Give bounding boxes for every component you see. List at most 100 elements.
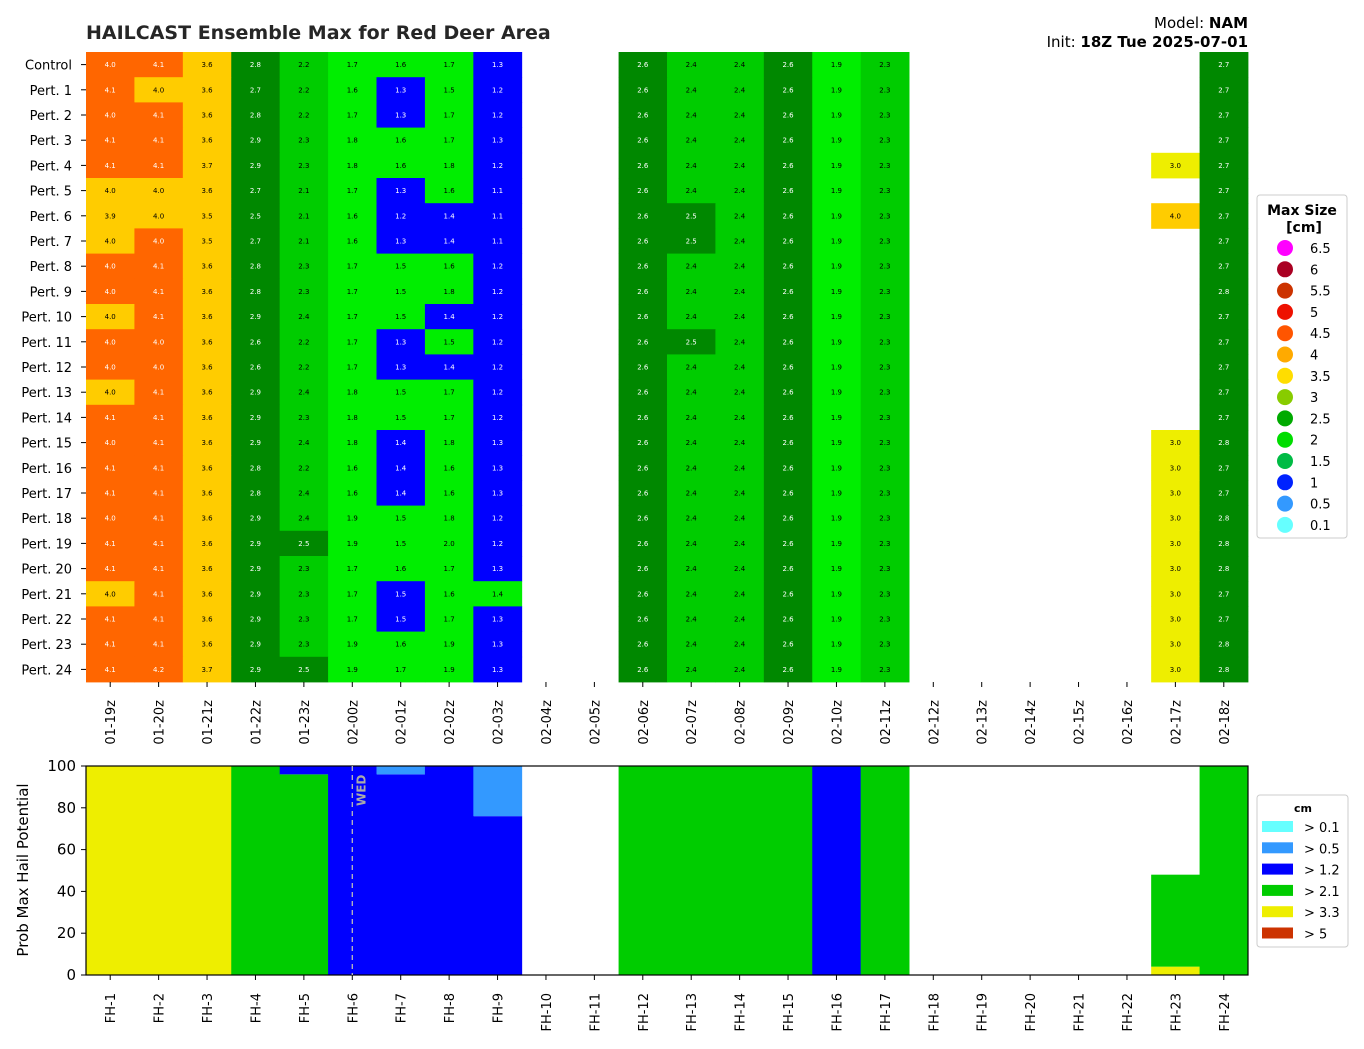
heatmap-cell-value: 3.6: [201, 439, 213, 447]
heatmap-cell: [618, 228, 668, 254]
heatmap-cell: [231, 505, 281, 532]
heatmap-cell: [1199, 455, 1249, 481]
heatmap-cell: [812, 102, 862, 128]
heatmap-cell-value: 1.7: [347, 61, 358, 69]
heatmap-cell: [1199, 102, 1249, 128]
heatmap-cell-value: 2.8: [250, 263, 261, 271]
heatmap-cell: [328, 581, 377, 607]
heatmap-cell: [376, 228, 426, 254]
heatmap-cell: [1199, 379, 1249, 406]
heatmap-cell: [667, 278, 716, 305]
heatmap-cell-value: 1.6: [347, 86, 359, 94]
heatmap-cell: [618, 581, 668, 607]
heatmap-cell-value: 2.4: [686, 641, 698, 649]
heatmap-cell-value: 4.0: [105, 515, 116, 523]
heatmap-cell-value: 4.0: [153, 364, 164, 372]
heatmap-cell: [812, 278, 862, 305]
heatmap-cell-value: 4.1: [153, 464, 164, 472]
heatmap-cell-value: 2.3: [298, 288, 309, 296]
heatmap-cell-value: 2.6: [637, 364, 649, 372]
heatmap-cell-value: 2.3: [879, 238, 890, 246]
heatmap-cell-value: 2.3: [298, 641, 309, 649]
heatmap-cell-value: 1.9: [831, 137, 842, 145]
heatmap-cell-value: 2.7: [250, 86, 261, 94]
heatmap-cell-value: 2.4: [686, 565, 698, 573]
heatmap-cell-value: 1.5: [395, 616, 406, 624]
heatmap-cell-value: 1.7: [444, 565, 455, 573]
row-label: Pert. 17: [21, 487, 72, 502]
heatmap-cell-value: 2.9: [250, 540, 261, 548]
heatmap-cell-value: 2.9: [250, 515, 261, 523]
heatmap-cell-value: 1.4: [395, 490, 407, 498]
heatmap-cell-value: 2.4: [686, 364, 698, 372]
heatmap-cell-value: 2.3: [879, 565, 890, 573]
heatmap-cell-value: 2.6: [637, 540, 649, 548]
heatmap-cell-value: 3.6: [201, 515, 213, 523]
heatmap-cell: [763, 430, 813, 456]
heatmap-cell-value: 1.5: [395, 414, 406, 422]
heatmap-cell: [86, 253, 135, 280]
bar-segment: [279, 766, 329, 775]
heatmap-cell: [618, 52, 668, 78]
heatmap-cell: [86, 102, 135, 128]
heatmap-cell: [376, 329, 426, 355]
heatmap-cell: [667, 304, 716, 330]
bar-segment: [279, 774, 329, 975]
heatmap-cell: [473, 480, 523, 506]
heatmap-cell: [860, 455, 910, 481]
heatmap-cell: [231, 278, 281, 305]
heatmap-cell-value: 4.1: [153, 313, 164, 321]
heatmap-cell: [424, 77, 474, 103]
probability-panel: WED 0 20 40 60 80 100 Prob Max Hail Potential FH…: [14, 757, 1249, 1032]
row-label: Pert. 1: [30, 84, 72, 99]
heatmap-cell-value: 3.0: [1170, 641, 1181, 649]
heatmap-cell: [134, 656, 184, 683]
legend-label: 5.5: [1310, 285, 1331, 300]
row-label: Pert. 7: [30, 235, 72, 250]
heatmap-cell: [667, 581, 716, 607]
heatmap-cell: [667, 430, 716, 456]
legend-label: > 3.3: [1304, 906, 1340, 921]
heatmap-cell-value: 2.6: [782, 439, 794, 447]
heatmap-cell-value: 4.1: [105, 565, 116, 573]
heatmap-cell-value: 4.0: [105, 238, 116, 246]
heatmap-cell-value: 1.3: [492, 616, 503, 624]
model-label: Model:: [1154, 14, 1209, 32]
heatmap-cell-value: 2.9: [250, 616, 261, 624]
heatmap-cell-value: 2.2: [298, 364, 309, 372]
heatmap-cell-value: 1.7: [395, 666, 406, 674]
heatmap-cell: [812, 203, 862, 229]
heatmap-cell: [182, 52, 232, 78]
heatmap-cell-value: 2.4: [686, 137, 698, 145]
legend-swatch: [1262, 884, 1293, 896]
heatmap-cell-value: 2.4: [734, 565, 746, 573]
heatmap-cell-value: 4.1: [153, 490, 164, 498]
heatmap-cell-value: 2.5: [298, 666, 309, 674]
heatmap-cell-value: 1.8: [347, 162, 358, 170]
heatmap-cell-value: 4.1: [105, 86, 116, 94]
bar-segment: [376, 774, 426, 975]
legend-swatch: [1262, 927, 1293, 939]
heatmap-cell-value: 3.0: [1170, 540, 1181, 548]
heatmap-cell-value: 4.0: [1170, 212, 1181, 220]
column-label: 02-08z: [734, 700, 749, 745]
heatmap-cell-value: 2.7: [1218, 61, 1229, 69]
heatmap-cell: [1199, 278, 1249, 305]
heatmap-cell-value: 3.6: [201, 389, 213, 397]
heatmap-cell-value: 1.6: [444, 590, 456, 598]
heatmap-cell-value: 2.5: [686, 238, 697, 246]
heatmap-cell: [328, 480, 377, 506]
heatmap-cell-value: 2.9: [250, 414, 261, 422]
heatmap-cell-value: 2.4: [686, 616, 698, 624]
heatmap-cell: [1199, 304, 1249, 330]
heatmap-cell-value: 1.6: [347, 490, 359, 498]
bar-segment: [812, 766, 862, 975]
heatmap-cell: [279, 329, 329, 355]
heatmap-cell: [860, 480, 910, 506]
heatmap-cell-value: 1.7: [444, 389, 455, 397]
heatmap-cell: [86, 278, 135, 305]
heatmap-cell: [134, 379, 184, 406]
heatmap-cell: [812, 581, 862, 607]
heatmap-cell: [279, 253, 329, 280]
x-tick-label: FH-19: [976, 993, 991, 1032]
